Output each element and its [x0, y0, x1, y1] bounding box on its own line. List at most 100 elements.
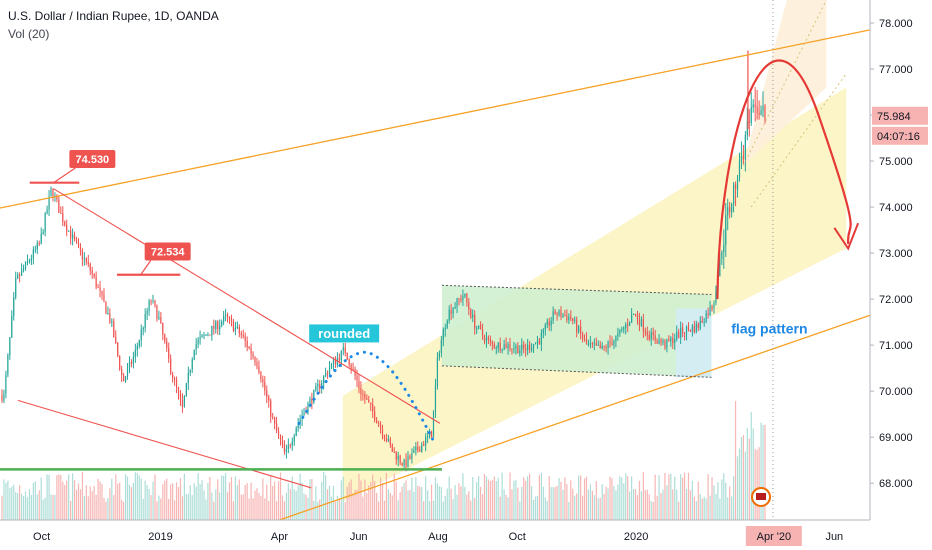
candle-body — [232, 320, 235, 331]
rounded-label-box[interactable] — [309, 324, 380, 343]
candle-body — [430, 431, 433, 438]
volume-bar — [432, 500, 435, 520]
volume-bar — [119, 482, 121, 520]
candle-body — [564, 315, 566, 317]
candle-body — [138, 340, 140, 347]
volume-bar — [295, 490, 297, 520]
candle-body — [213, 326, 215, 330]
volume-bar — [211, 492, 213, 520]
lower-high-callout-text: 72.534 — [151, 247, 186, 259]
candle-body — [189, 369, 191, 373]
volume-bar — [538, 475, 541, 520]
volume-bar — [472, 476, 474, 520]
candle-body — [374, 411, 376, 420]
candle-body — [680, 327, 682, 338]
candle-body — [79, 245, 82, 251]
volume-bar — [260, 496, 262, 520]
candle-body — [77, 242, 80, 246]
candle-body — [56, 195, 58, 200]
volume-bar — [391, 495, 393, 520]
volume-bar — [476, 482, 478, 520]
price-axis-bg[interactable] — [870, 0, 932, 550]
candle-body — [115, 337, 117, 343]
volume-bar — [415, 477, 417, 520]
candle-body — [538, 340, 541, 345]
candle-body — [727, 207, 729, 216]
volume-bar — [93, 485, 95, 520]
volume-bar — [234, 476, 237, 520]
volume-bar — [527, 476, 529, 520]
candle-body — [356, 375, 358, 381]
volume-bar — [34, 481, 36, 520]
candle-body — [638, 319, 641, 326]
candle-body — [330, 363, 333, 368]
candle-body — [491, 341, 493, 345]
candle-body — [162, 322, 164, 335]
high-callout-pointer — [53, 167, 76, 184]
candle-body — [340, 350, 342, 361]
volume-bar — [181, 496, 184, 520]
candle-body — [191, 359, 193, 370]
volume-bar — [40, 477, 42, 520]
candle-body — [391, 444, 393, 452]
volume-bar — [258, 492, 260, 520]
candle-body — [636, 313, 639, 320]
candle-body — [748, 121, 750, 123]
candle-body — [44, 213, 46, 232]
volume-bar — [460, 486, 462, 520]
volume-bar — [307, 497, 309, 520]
forecast-arc — [716, 59, 852, 300]
candle-body — [515, 345, 517, 349]
volume-bar — [517, 487, 519, 520]
candle-body — [413, 450, 415, 453]
volume-bar — [311, 478, 313, 520]
volume-bar — [719, 498, 721, 520]
candle-body — [383, 435, 386, 439]
volume-bar — [764, 424, 766, 520]
candle-body — [366, 398, 368, 400]
volume-bar — [379, 477, 382, 520]
volume-bar — [548, 476, 550, 520]
candle-body — [452, 308, 454, 314]
candle-body — [485, 337, 488, 342]
volume-bar — [9, 487, 11, 520]
lower-high-callout-box[interactable] — [144, 242, 191, 261]
volume-bar — [534, 496, 537, 520]
volume-bar — [64, 485, 66, 520]
volume-bar — [238, 479, 240, 520]
candle-body — [458, 297, 460, 300]
volume-bar — [115, 474, 117, 520]
volume-bar — [731, 496, 733, 520]
current-price-text: 75.984 — [877, 111, 911, 123]
volume-bar — [50, 494, 52, 520]
volume-bar — [436, 483, 439, 520]
candle-body — [534, 343, 537, 345]
candle-body — [693, 326, 695, 333]
volume-bar — [566, 484, 568, 520]
candle-body — [91, 270, 93, 274]
candle-body — [527, 344, 529, 351]
annotations: 74.530 72.534 rounded flag pattern — [53, 150, 808, 507]
candle-body — [611, 343, 613, 346]
candle-body — [619, 329, 621, 334]
volume-bar — [705, 498, 707, 520]
candle-body — [605, 346, 607, 349]
volume-bar — [389, 492, 391, 520]
volume-bar — [752, 428, 754, 520]
countdown-text: 04:07:16 — [877, 131, 920, 143]
candle-body — [685, 326, 688, 334]
candle-body — [250, 347, 252, 354]
high-callout-box[interactable] — [69, 150, 116, 169]
volume-bar — [438, 486, 440, 520]
current-price-tag[interactable] — [872, 106, 928, 125]
volume-bar — [221, 475, 223, 520]
candle-body — [646, 332, 648, 335]
candle-body — [99, 287, 101, 291]
volume-indicator-label[interactable]: Vol (20) — [8, 27, 50, 41]
candle-body — [338, 357, 340, 361]
volume-bar — [20, 493, 23, 520]
candle-body — [71, 234, 74, 239]
volume-bar — [703, 496, 705, 520]
candle-body — [348, 359, 350, 365]
